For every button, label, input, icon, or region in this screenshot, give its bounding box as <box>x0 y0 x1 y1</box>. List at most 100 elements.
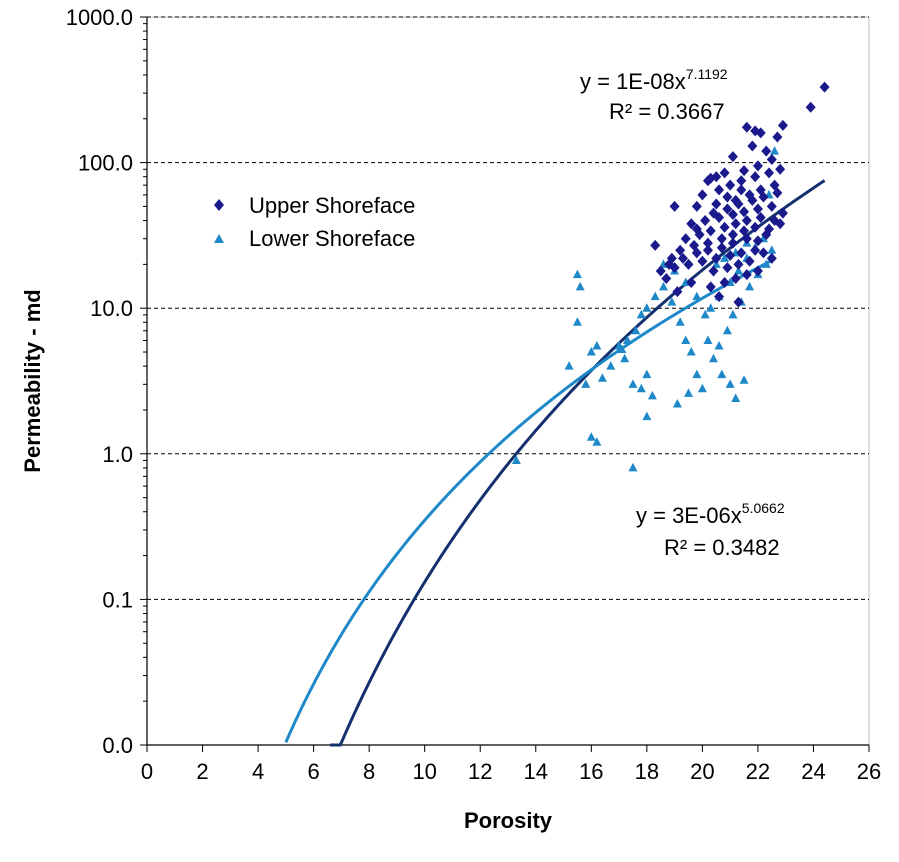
upper-shoreface-point <box>691 223 702 235</box>
lower-shoreface-point <box>703 335 713 345</box>
lower-shoreface-point <box>739 375 749 384</box>
upper-shoreface-point <box>750 171 761 183</box>
lower-shoreface-point <box>667 297 677 306</box>
upper-shoreface-point <box>714 184 725 196</box>
upper-shoreface-point <box>736 175 747 187</box>
upper-shoreface-point <box>775 163 786 175</box>
lower-equation-exponent: 5.0662 <box>742 500 785 516</box>
upper-shoreface-point <box>719 167 730 179</box>
upper-shoreface-point <box>702 244 713 256</box>
lower-shoreface-point <box>650 291 660 301</box>
x-tick-label-3: 6 <box>307 759 319 784</box>
x-tick-label-13: 26 <box>857 759 881 784</box>
upper-shoreface-point <box>697 255 708 267</box>
gridlines <box>147 16 869 600</box>
upper-equation-exponent: 7.1192 <box>686 66 728 82</box>
legend-label-lower-shoreface: Lower Shoreface <box>249 226 415 251</box>
lower-shoreface-point <box>717 369 727 379</box>
lower-shoreface-point <box>745 281 755 291</box>
lower-shoreface-point <box>675 317 685 326</box>
upper-shoreface-point <box>727 229 738 241</box>
upper-shoreface-point <box>650 239 661 251</box>
lower-shoreface-point <box>617 344 627 354</box>
upper-shoreface-point <box>733 296 744 308</box>
upper-r2-text: R² = 0.3667 <box>609 99 725 124</box>
upper-shoreface-point <box>669 262 680 274</box>
lower-shoreface-point <box>586 347 596 356</box>
lower-shoreface-point <box>586 432 596 441</box>
upper-shoreface-point <box>772 131 783 143</box>
upper-shoreface-point <box>733 258 744 270</box>
lower-shoreface-point <box>572 269 582 279</box>
upper-shoreface-point <box>752 160 763 172</box>
upper-shoreface-point <box>691 247 702 259</box>
lower-shoreface-point <box>592 437 602 446</box>
upper-equation-text: y = 1E-08x <box>580 69 686 94</box>
lower-shoreface-point <box>564 361 574 370</box>
lower-shoreface-point <box>767 245 777 254</box>
lower-shoreface-point <box>628 462 638 472</box>
x-axis-title: Porosity <box>464 808 553 833</box>
upper-shoreface-point <box>711 252 722 264</box>
x-tick-label-11: 22 <box>746 759 770 784</box>
upper-shoreface-point <box>722 203 733 215</box>
lower-shoreface-point <box>714 341 724 350</box>
y-tick-label-5: 1000.0 <box>66 5 133 30</box>
x-tick-label-0: 0 <box>141 759 153 784</box>
lower-r2-text: R² = 0.3482 <box>664 535 780 560</box>
upper-shoreface-point <box>733 198 744 210</box>
lower-shoreface-point <box>708 353 718 363</box>
upper-shoreface-point <box>677 252 688 264</box>
upper-shoreface-point <box>752 235 763 247</box>
upper-shoreface-point <box>702 237 713 249</box>
upper-shoreface-point <box>750 125 761 137</box>
upper-shoreface-point <box>752 265 763 277</box>
upper-shoreface-point <box>711 198 722 210</box>
plot-area <box>146 16 870 746</box>
lower-shoreface-point <box>686 347 696 356</box>
lower-shoreface-point <box>733 266 743 275</box>
upper-shoreface-point <box>736 184 747 196</box>
upper-shoreface-point <box>722 262 733 274</box>
y-tick-label-0: 0.0 <box>102 733 133 758</box>
upper-shoreface-point <box>758 247 769 259</box>
upper-shoreface-point <box>741 233 752 245</box>
x-tick-label-1: 2 <box>196 759 208 784</box>
lower-shoreface-point <box>572 317 582 326</box>
lower-shoreface-point <box>672 398 682 408</box>
lower-shoreface-point <box>720 253 730 262</box>
upper-shoreface-point <box>741 121 752 133</box>
upper-shoreface-point <box>680 233 691 245</box>
upper-shoreface-point <box>750 244 761 256</box>
upper-shoreface-point <box>705 281 716 293</box>
y-axis-title: Permeability - md <box>20 289 45 472</box>
upper-trend-equation: y = 1E-08x7.1192 R² = 0.3667 <box>580 66 728 124</box>
lower-shoreface-point <box>692 291 702 301</box>
upper-shoreface-point <box>691 200 702 212</box>
upper-shoreface-point <box>819 81 830 93</box>
lower-shoreface-point <box>642 411 652 421</box>
upper-shoreface-point <box>655 265 666 277</box>
upper-shoreface-point <box>747 194 758 206</box>
lower-shoreface-point <box>581 379 591 388</box>
upper-shoreface-point <box>725 179 736 191</box>
x-tick-label-6: 12 <box>468 759 492 784</box>
upper-shoreface-point <box>719 277 730 289</box>
x-tick-label-9: 18 <box>635 759 659 784</box>
x-tick-label-10: 20 <box>690 759 714 784</box>
upper-shoreface-point <box>739 206 750 218</box>
upper-shoreface-point <box>716 242 727 254</box>
lower-shoreface-point <box>511 455 521 464</box>
lower-shoreface-point <box>620 353 630 363</box>
lower-shoreface-point <box>622 335 632 345</box>
data-points <box>511 81 830 472</box>
upper-shoreface-point <box>697 189 708 201</box>
upper-shoreface-point <box>714 291 725 303</box>
upper-shoreface-point <box>683 258 694 270</box>
upper-shoreface-point <box>750 221 761 233</box>
lower-shoreface-point <box>684 388 693 397</box>
upper-shoreface-point <box>766 252 777 264</box>
upper-shoreface-point <box>661 272 672 284</box>
upper-shoreface-point <box>777 207 788 219</box>
